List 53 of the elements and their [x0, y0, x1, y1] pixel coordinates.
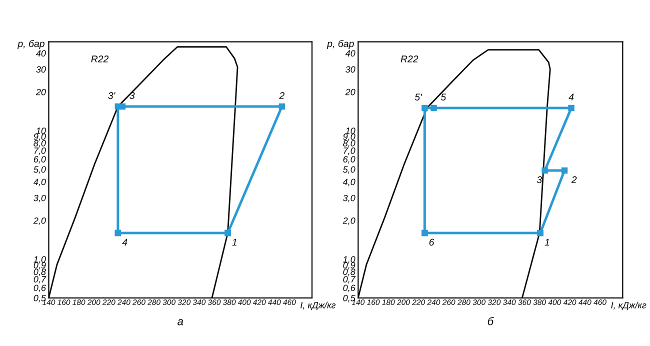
annotation: 2: [279, 92, 284, 99]
annotation: 1: [544, 238, 550, 246]
annotation: 1: [232, 238, 237, 246]
y-tick-label: 3,0: [34, 194, 46, 202]
y-tick-label: 7,0: [34, 148, 46, 155]
text: а: [178, 319, 184, 326]
y-tick-label: 0,8: [34, 268, 46, 276]
annotation: R22: [400, 56, 418, 62]
y-tick-label: 0,7: [34, 276, 46, 284]
y-axis-title: p, бар: [17, 40, 44, 49]
x-axis-title: I, кДж/кг: [300, 302, 336, 310]
y-tick-label: 2,0: [342, 217, 356, 225]
y-tick-label: 40: [36, 50, 46, 57]
annotation: 3': [108, 92, 116, 100]
y-tick-label: 5,0: [34, 166, 46, 174]
y-tick-label: 0,8: [343, 268, 356, 276]
y-tick-label: 0,6: [343, 284, 356, 292]
y-tick-label: 6,0: [34, 156, 46, 164]
y-tick-label: 30: [36, 66, 46, 73]
y-tick-label: 8,0: [343, 140, 356, 148]
annotation: 5': [414, 94, 422, 100]
annotation: 6: [429, 238, 434, 246]
y-tick-label: 0,7: [343, 276, 356, 284]
annotation: R22: [91, 56, 109, 62]
y-tick-label: 0,9: [343, 262, 356, 270]
y-tick-label: 1,0: [343, 256, 356, 264]
y-tick-label: 8,0: [34, 140, 46, 148]
y-tick-label: 0,9: [34, 262, 46, 270]
annotation: 5: [440, 94, 446, 100]
y-tick-label: 1,0: [34, 256, 46, 264]
y-tick-label: 4,0: [342, 178, 356, 186]
y-tick-label: 40: [345, 50, 356, 57]
y-tick-label: 3,0: [343, 194, 356, 202]
y-tick-label: 9,0: [34, 133, 46, 141]
y-tick-label: 6,0: [343, 156, 356, 164]
annotation: 3: [536, 176, 542, 184]
y-tick-label: 30: [346, 66, 356, 73]
y-tick-label: 20: [345, 88, 356, 96]
y-tick-label: 7,0: [344, 148, 356, 155]
y-tick-label: 9,0: [343, 133, 356, 141]
y-tick-label: 0,6: [34, 284, 46, 292]
y-axis-title: p, бар: [326, 40, 354, 49]
annotation: 2: [571, 176, 577, 184]
x-axis-title: I, кДж/кг: [611, 302, 646, 310]
y-tick-label: 5,0: [343, 166, 356, 174]
annotation: 4: [568, 94, 574, 100]
text: б: [488, 317, 494, 326]
y-tick-label: 2,0: [33, 217, 46, 225]
annotation: 4: [122, 238, 128, 246]
y-tick-label: 10: [346, 128, 356, 134]
y-tick-label: 4,0: [33, 178, 46, 186]
y-tick-label: 10: [36, 128, 46, 134]
y-tick-label: 20: [36, 88, 46, 96]
